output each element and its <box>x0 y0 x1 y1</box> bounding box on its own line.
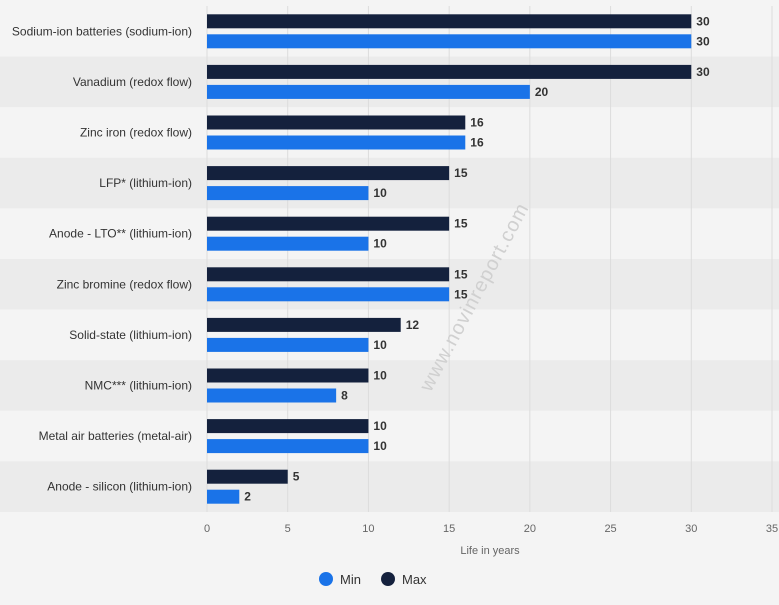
bar-min[interactable] <box>207 84 530 99</box>
legend-label: Max <box>402 572 427 587</box>
data-label: 16 <box>470 116 484 130</box>
bar-max[interactable] <box>207 419 369 434</box>
data-label: 10 <box>373 419 387 433</box>
legend-label: Min <box>340 572 361 587</box>
data-label: 10 <box>373 439 387 453</box>
x-tick-label: 0 <box>204 523 210 535</box>
category-labels: Sodium-ion batteries (sodium-ion) Vanadiu… <box>12 24 192 493</box>
bar-min[interactable] <box>207 186 369 201</box>
bar-max[interactable] <box>207 166 450 181</box>
data-label: 10 <box>373 369 387 383</box>
data-label: 15 <box>454 217 468 231</box>
category-label: Vanadium (redox flow) <box>73 75 192 89</box>
x-tick-label: 25 <box>604 523 616 535</box>
category-label: Sodium-ion batteries (sodium-ion) <box>12 24 192 38</box>
category-label: LFP* (lithium-ion) <box>99 176 192 190</box>
bar-max[interactable] <box>207 267 450 282</box>
bar-min[interactable] <box>207 489 240 504</box>
data-label: 8 <box>341 389 348 403</box>
bar-max[interactable] <box>207 14 692 29</box>
bar-min[interactable] <box>207 236 369 251</box>
x-tick-label: 30 <box>685 523 697 535</box>
row-band <box>0 461 779 512</box>
x-tick-label: 5 <box>285 523 291 535</box>
bar-max[interactable] <box>207 368 369 383</box>
bar-max[interactable] <box>207 115 466 130</box>
legend-item-min[interactable]: Min <box>319 572 361 587</box>
data-label: 5 <box>293 470 300 484</box>
x-axis-title: Life in years <box>460 545 520 557</box>
data-label: 15 <box>454 287 468 301</box>
bar-max[interactable] <box>207 64 692 79</box>
bar-max[interactable] <box>207 216 450 231</box>
legend-marker <box>319 572 333 586</box>
bar-min[interactable] <box>207 287 450 302</box>
bar-min[interactable] <box>207 337 369 352</box>
data-label: 30 <box>696 34 710 48</box>
data-label: 15 <box>454 267 468 281</box>
bar-min[interactable] <box>207 34 692 49</box>
data-label: 30 <box>696 65 710 79</box>
legend[interactable]: Min Max <box>319 572 427 587</box>
x-tick-label: 15 <box>443 523 455 535</box>
bars: 30 30 30 20 16 16 15 10 15 10 15 15 12 10 10 8 10 10 5 2 <box>207 14 710 504</box>
bar-min[interactable] <box>207 439 369 454</box>
category-label: Zinc bromine (redox flow) <box>57 277 192 291</box>
x-tick-label: 20 <box>524 523 536 535</box>
data-label: 16 <box>470 136 484 150</box>
bar-min[interactable] <box>207 388 337 403</box>
bar-max[interactable] <box>207 317 401 332</box>
x-tick-label: 10 <box>362 523 374 535</box>
legend-marker <box>381 572 395 586</box>
category-label: Solid-state (lithium-ion) <box>69 328 192 342</box>
row-band <box>0 410 779 462</box>
bar-min[interactable] <box>207 135 466 150</box>
data-label: 2 <box>244 490 251 504</box>
category-label: NMC*** (lithium-ion) <box>85 379 192 393</box>
data-label: 10 <box>373 186 387 200</box>
x-tick-label: 35 <box>766 523 778 535</box>
data-label: 15 <box>454 166 468 180</box>
data-label: 10 <box>373 338 387 352</box>
bar-max[interactable] <box>207 469 288 484</box>
category-label: Anode - LTO** (lithium-ion) <box>49 227 192 241</box>
data-label: 30 <box>696 14 710 28</box>
x-axis-ticks: 0 5 10 15 20 25 30 35 <box>204 523 778 535</box>
data-label: 12 <box>406 318 420 332</box>
data-label: 10 <box>373 237 387 251</box>
category-label: Metal air batteries (metal-air) <box>39 429 192 443</box>
category-label: Zinc iron (redox flow) <box>80 126 192 140</box>
legend-item-max[interactable]: Max <box>381 572 427 587</box>
row-band <box>0 360 779 411</box>
category-label: Anode - silicon (lithium-ion) <box>47 480 192 494</box>
data-label: 20 <box>535 85 549 99</box>
